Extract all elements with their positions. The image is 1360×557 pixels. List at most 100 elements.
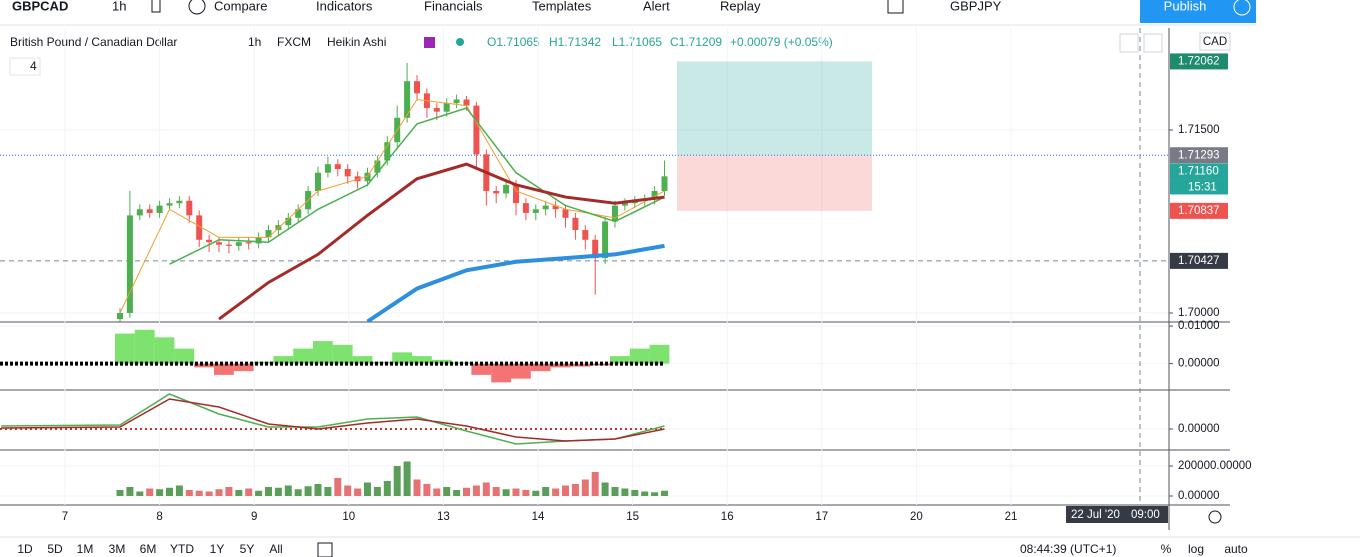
volume-bar: [641, 491, 649, 496]
candle-body: [542, 205, 549, 210]
histogram-bar: [214, 363, 234, 375]
volume-bar: [255, 490, 263, 496]
x-tick-label: 20: [910, 511, 923, 523]
range-button[interactable]: 1D: [17, 542, 33, 556]
series-line: [366, 243, 665, 322]
candle-body: [592, 239, 599, 259]
range-button[interactable]: YTD: [170, 542, 194, 556]
series-line: [1, 398, 665, 442]
compare[interactable]: Compare: [214, 0, 267, 13]
range-button[interactable]: 3M: [109, 542, 126, 556]
histogram-bar: [412, 356, 432, 364]
volume-bar: [364, 482, 371, 497]
volume-bar: [463, 487, 470, 497]
volume-bar: [472, 485, 480, 497]
candle-body: [166, 203, 173, 206]
target-zone: [677, 61, 872, 156]
alert[interactable]: Alert: [643, 0, 670, 13]
histogram-bar: [293, 348, 313, 364]
volume-bar: [126, 487, 134, 497]
candle-body: [255, 237, 262, 244]
candle-body: [285, 217, 292, 226]
plot: [0, 461, 1168, 497]
candle-body: [146, 209, 153, 213]
collapsed-count[interactable]: 4: [30, 59, 37, 73]
layout-icon[interactable]: [887, 0, 904, 14]
indicators[interactable]: Indicators: [316, 0, 373, 13]
x-tick-label: 14: [532, 511, 545, 523]
volume-bar: [235, 490, 243, 496]
publish-button[interactable]: [1140, 0, 1230, 23]
histogram-bar: [392, 352, 412, 364]
volume-bar: [562, 485, 569, 497]
scale-option[interactable]: auto: [1224, 542, 1248, 556]
y-tick-label: 1.70000: [1178, 307, 1220, 319]
candle-body: [344, 169, 351, 177]
currency-button[interactable]: [1199, 32, 1231, 51]
volume-bar: [344, 485, 352, 497]
open: O1.71065: [487, 35, 540, 49]
x-tick-label: 7: [62, 511, 68, 523]
y-tick-label: 0.00000: [1178, 358, 1220, 370]
volume-bar: [542, 487, 550, 497]
publish-label[interactable]: Publish: [1164, 0, 1207, 13]
histogram-bar: [610, 356, 630, 364]
volume-bar: [651, 492, 659, 496]
play-button[interactable]: [1230, 0, 1256, 23]
templates[interactable]: Templates: [532, 0, 592, 13]
pane: 1.70000 1.71500 1.72062 1.71293 1.71160 1.708…: [0, 53, 1228, 322]
candle-body: [443, 103, 450, 112]
volume-bar: [294, 489, 302, 496]
range-button[interactable]: 5Y: [240, 542, 255, 556]
volume-bar: [383, 481, 391, 497]
collapse-button[interactable]: [9, 57, 41, 76]
flag-icon[interactable]: [424, 37, 435, 48]
countdown-badge: [1170, 179, 1228, 195]
range-button[interactable]: 5D: [47, 542, 63, 556]
volume-bar: [265, 487, 272, 497]
volume-bar: [631, 490, 639, 496]
scale-option[interactable]: %: [1161, 542, 1172, 556]
volume-bar: [215, 489, 223, 496]
pane: 0.00000: [0, 393, 1220, 445]
candle-body: [582, 230, 589, 240]
plot: [0, 325, 1168, 383]
volume-bar: [661, 490, 668, 496]
candle-body: [453, 99, 460, 104]
compare-symbol[interactable]: GBPJPY: [950, 0, 1002, 13]
interval[interactable]: 1h: [112, 0, 126, 13]
x-tick-label: 21: [1005, 511, 1018, 523]
range-button[interactable]: 1M: [77, 542, 94, 556]
bar-style-icon[interactable]: [151, 0, 161, 13]
financials[interactable]: Financials: [424, 0, 483, 13]
replay[interactable]: Replay: [720, 0, 761, 13]
candle-body: [265, 230, 272, 238]
countdown: 15:31: [1188, 181, 1217, 193]
symbol[interactable]: GBPCAD: [12, 0, 68, 13]
range-button[interactable]: All: [269, 542, 282, 556]
volume-bar: [601, 482, 609, 497]
x-tick-label: 8: [156, 511, 162, 523]
volume-bar: [522, 490, 530, 496]
candle-body: [136, 209, 143, 216]
candle-body: [522, 203, 529, 213]
candle-body: [235, 242, 242, 246]
volume-bar: [532, 490, 540, 496]
volume-bar: [403, 461, 411, 496]
histogram-bar: [352, 356, 373, 364]
candle-body: [117, 312, 123, 320]
reset-button[interactable]: [1143, 33, 1163, 53]
scroll-button[interactable]: [1119, 33, 1139, 53]
range-button[interactable]: 1Y: [210, 542, 225, 556]
scale-option[interactable]: log: [1188, 542, 1204, 556]
currency[interactable]: CAD: [1203, 36, 1227, 48]
candle-body: [602, 221, 609, 259]
volume-bar: [314, 484, 322, 497]
candle-body: [374, 160, 381, 173]
compare-icon: [188, 0, 206, 15]
volume-bar: [274, 487, 282, 497]
range-button[interactable]: 6M: [140, 542, 157, 556]
candle-body: [414, 81, 420, 94]
volume-bar: [502, 489, 510, 496]
x-tick-label: 15: [626, 511, 639, 523]
